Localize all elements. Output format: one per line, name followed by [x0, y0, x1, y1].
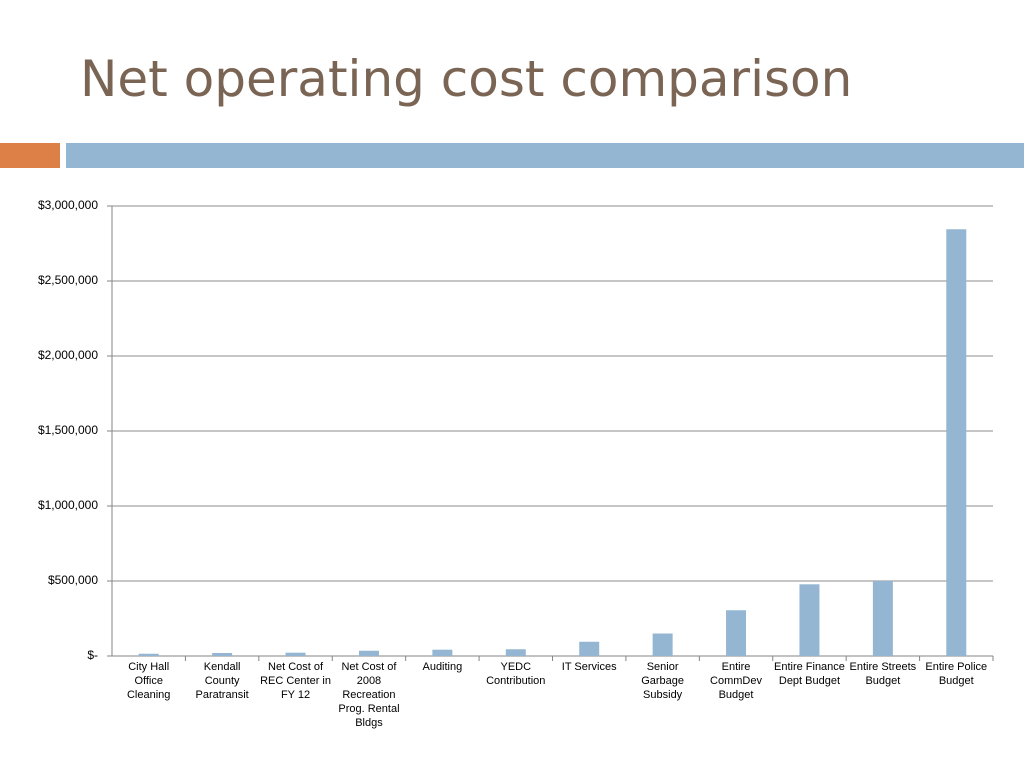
chart-plot-area [107, 205, 994, 661]
x-category-label: Entire Streets Budget [849, 661, 917, 687]
x-category-label: IT Services [561, 661, 617, 673]
y-tick-label: $1,000,000 [37, 498, 98, 512]
bar [799, 584, 820, 656]
x-category-label: Auditing [422, 661, 463, 673]
bar [212, 653, 233, 656]
x-category-label: Net Cost of 2008 Recreation Prog. Rental… [338, 661, 400, 729]
y-tick-label: $2,500,000 [37, 273, 98, 287]
x-category-label: Kendall County Paratransit [195, 661, 249, 701]
x-category-label: Senior Garbage Subsidy [641, 661, 685, 701]
y-tick-label: $500,000 [47, 573, 98, 587]
x-category-label: Entire Finance Dept Budget [773, 661, 845, 687]
bar [285, 652, 306, 656]
bar [872, 581, 893, 656]
bar [138, 653, 159, 656]
y-tick-label: $3,000,000 [37, 198, 98, 212]
slide-title: Net operating cost comparison [80, 50, 853, 108]
bar [726, 610, 747, 656]
x-category-label: Entire Police Budget [925, 661, 988, 687]
bar-chart: $- $500,000 $1,000,000 $1,500,000 $2,000,000… [0, 190, 1024, 760]
x-category-label: Net Cost of REC Center in FY 12 [260, 661, 331, 701]
bar [579, 641, 600, 656]
bar [946, 229, 967, 656]
y-tick-label: $2,000,000 [37, 348, 98, 362]
bar [432, 649, 453, 656]
x-category-label: YEDC Contribution [486, 661, 546, 687]
y-tick-label: $- [87, 648, 98, 662]
x-category-label: City Hall Office Cleaning [126, 661, 171, 701]
bar [358, 650, 379, 656]
bar [505, 649, 526, 656]
title-accent-blue-bar [66, 143, 1024, 168]
title-accent-orange-bar [0, 143, 60, 168]
y-tick-label: $1,500,000 [37, 423, 98, 437]
x-category-label: Entire CommDev Budget [710, 661, 762, 701]
bar [652, 633, 673, 656]
